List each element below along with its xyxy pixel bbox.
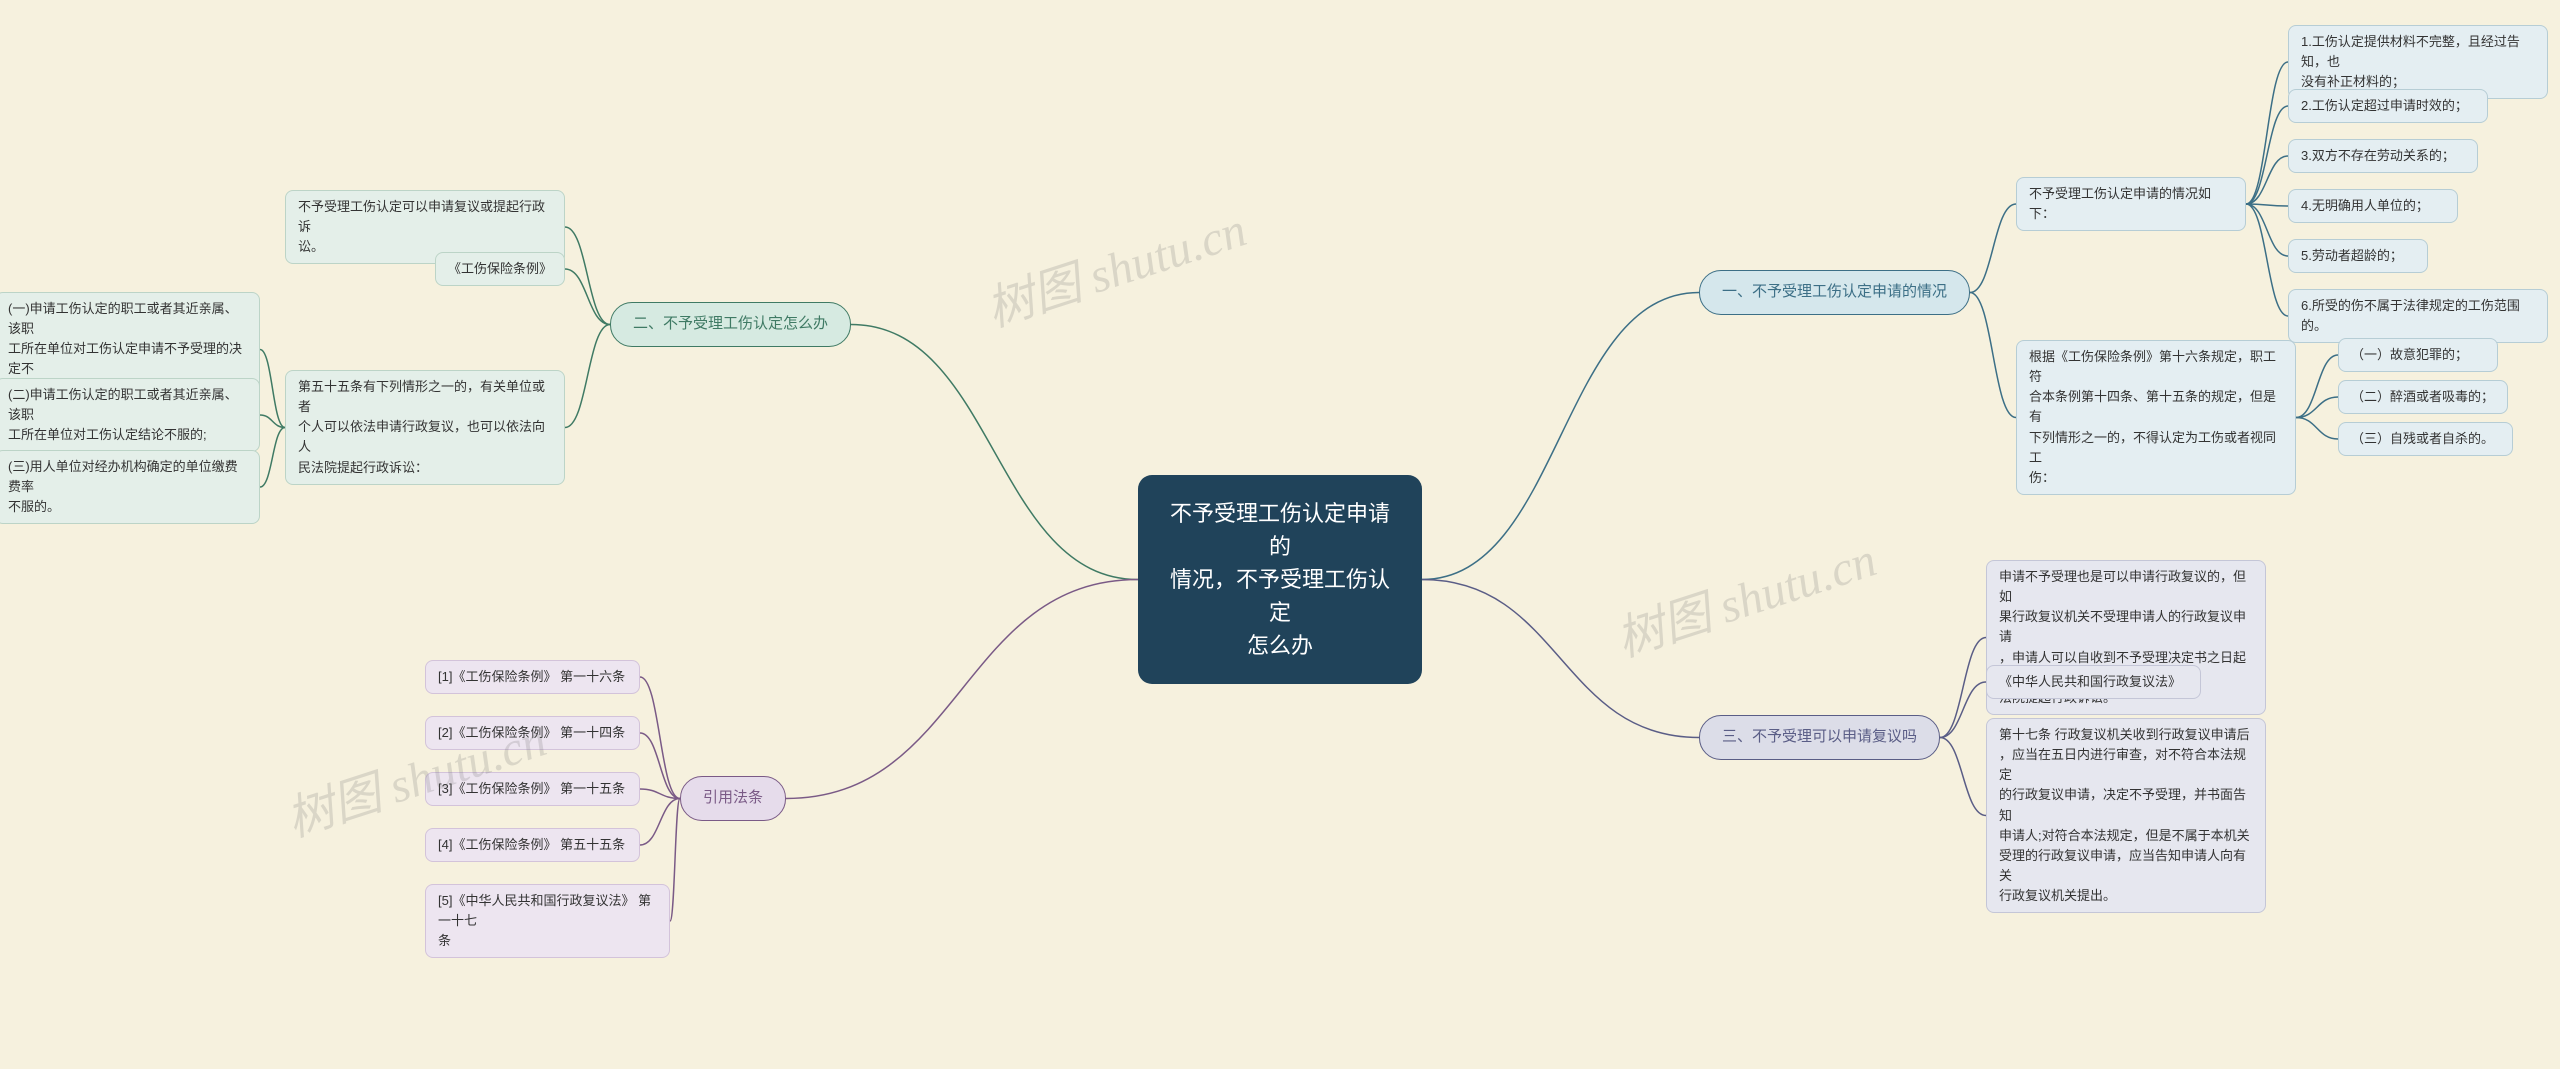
branch-1-grand-6: 6.所受的伤不属于法律规定的工伤范围的。 xyxy=(2288,289,2548,343)
branch-1-child-2: 根据《工伤保险条例》第十六条规定，职工符合本条例第十四条、第十五条的规定，但是有… xyxy=(2016,340,2296,495)
branch-4-child-4: [4]《工伤保险条例》 第五十五条 xyxy=(425,828,640,862)
branch-2-child-2: 《工伤保险条例》 xyxy=(435,252,565,286)
branch-4-child-2: [2]《工伤保险条例》 第一十四条 xyxy=(425,716,640,750)
branch-1-child-1: 不予受理工伤认定申请的情况如下： xyxy=(2016,177,2246,231)
watermark: 树图 shutu.cn xyxy=(1606,520,1884,670)
branch-2: 二、不予受理工伤认定怎么办 xyxy=(610,302,851,347)
branch-2-child-3: 第五十五条有下列情形之一的，有关单位或者个人可以依法申请行政复议，也可以依法向人… xyxy=(285,370,565,485)
branch-1-grand-2: 2.工伤认定超过申请时效的； xyxy=(2288,89,2488,123)
branch-3-child-3: 第十七条 行政复议机关收到行政复议申请后，应当在五日内进行审查，对不符合本法规定… xyxy=(1986,718,2266,913)
branch-1-grand2-2: （二）醉酒或者吸毒的； xyxy=(2338,380,2508,414)
branch-3: 三、不予受理可以申请复议吗 xyxy=(1699,715,1940,760)
branch-1-grand-4: 4.无明确用人单位的； xyxy=(2288,189,2458,223)
branch-4-child-3: [3]《工伤保险条例》 第一十五条 xyxy=(425,772,640,806)
branch-4-child-5: [5]《中华人民共和国行政复议法》 第一十七条 xyxy=(425,884,670,958)
root-node: 不予受理工伤认定申请的情况，不予受理工伤认定怎么办 xyxy=(1138,475,1422,684)
branch-1: 一、不予受理工伤认定申请的情况 xyxy=(1699,270,1970,315)
branch-1-grand2-1: （一）故意犯罪的； xyxy=(2338,338,2498,372)
branch-1-grand-5: 5.劳动者超龄的； xyxy=(2288,239,2428,273)
branch-2-grand-2: (二)申请工伤认定的职工或者其近亲属、该职工所在单位对工伤认定结论不服的; xyxy=(0,378,260,452)
branch-3-child-2: 《中华人民共和国行政复议法》 xyxy=(1986,665,2201,699)
branch-2-grand-3: (三)用人单位对经办机构确定的单位缴费费率不服的。 xyxy=(0,450,260,524)
watermark: 树图 shutu.cn xyxy=(976,190,1254,340)
branch-4: 引用法条 xyxy=(680,776,786,821)
branch-4-child-1: [1]《工伤保险条例》 第一十六条 xyxy=(425,660,640,694)
branch-1-grand2-3: （三）自残或者自杀的。 xyxy=(2338,422,2513,456)
branch-1-grand-3: 3.双方不存在劳动关系的； xyxy=(2288,139,2478,173)
